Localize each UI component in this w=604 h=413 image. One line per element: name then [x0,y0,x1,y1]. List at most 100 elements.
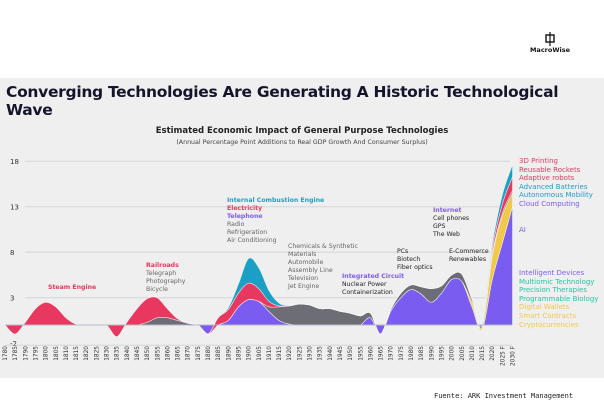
x-tick-label: 1870 [186,346,192,361]
x-tick-label: 1965 [379,346,385,361]
annotation-internet: Internet Cell phones GPS The Web [433,207,469,239]
y-tick-label: 18 [10,158,19,166]
x-tick-label: 1960 [368,346,374,361]
annotation-label: Telephone [227,213,263,220]
x-tick-label: 2025 F [500,346,506,366]
chart-title: Estimated Economic Impact of General Pur… [155,126,449,136]
x-tick-label: 1825 [94,346,100,361]
annotation-label: Railroads [146,262,179,269]
x-tick-label: 1995 [439,346,445,361]
legend-top: 3D Printing Reusable Rockets Adaptive robo… [519,157,593,209]
annotation-label: Assembly Line [288,267,333,274]
x-tick-label: 1880 [206,346,212,361]
x-tick-label: 1955 [358,346,364,361]
x-tick-label: 2030 F [511,346,517,366]
annotation-ic: Integrated Circuit Nuclear Power Container… [342,273,404,297]
x-tick-label: 1925 [297,346,303,361]
legend-item: Autonomous Mobility [519,191,593,200]
legend-item: 3D Printing [519,157,558,165]
y-tick-label: -2 [10,340,17,348]
x-tick-label: 1845 [135,346,141,361]
legend-item: Advanced Batteries [519,182,588,191]
annotation-pcs: PCs Biotech Fiber optics [397,248,433,272]
annotation-label: Refrigeration [227,229,268,236]
annotation-label: Biotech [397,256,421,263]
x-tick-label: 1835 [115,346,121,361]
annotation-label: Internal Combustion Engine [227,197,325,204]
legend-item: Multiomic Technology [519,277,595,286]
annotation-label: GPS [433,223,446,230]
legend-item: AI [519,226,526,234]
annotation-label: Renewables [449,256,487,263]
x-tick-label: 1930 [308,346,314,361]
x-tick-label: 1850 [145,346,151,361]
x-tick-label: 1920 [287,346,293,361]
annotation-ice: Internal Combustion Engine Electricity Tel… [227,197,324,245]
legend-item: Cloud Computing [519,199,580,208]
source-footer: Fuente: ARK Investment Management [434,392,574,400]
x-tick-label: 1840 [125,346,131,361]
annotation-railroads: Railroads Telegraph Photography Bicycle [146,262,185,294]
page-title: Converging Technologies Are Generating A… [6,83,559,119]
annotation-label: Nuclear Power [342,281,387,288]
annotation-label: Television [288,275,319,282]
x-tick-label: 1975 [399,346,405,361]
x-tick-label: 1860 [165,346,171,361]
annotation-label: Telegraph [146,270,177,277]
annotation-label: Cell phones [433,215,470,222]
x-tick-label: 1945 [338,346,344,361]
x-tick-label: 1985 [419,346,425,361]
legend-item: Smart Contracts [519,311,577,320]
legend-item: Digital Wallets [519,303,570,312]
x-tick-label: 1970 [389,346,395,361]
x-tick-label: 1905 [257,346,263,361]
annotation-label: Internet [433,207,462,214]
x-tick-label: 1795 [33,346,39,361]
chart-subtitle: (Annual Percentage Point Additions to Re… [176,139,428,146]
y-tick-label: 13 [10,204,19,212]
legend-item: Intelligent Devices [519,269,585,277]
x-tick-label: 1990 [429,346,435,361]
legend-ai: AI [519,226,526,235]
annotation-label: Materials [288,251,317,258]
annotation-label: Fiber optics [397,264,433,271]
x-tick-label: 1895 [236,346,242,361]
candlestick-icon [545,32,555,46]
x-tick-label: 1785 [13,346,19,361]
x-tick-label: 1940 [328,346,334,361]
x-tick-label: 1980 [409,346,415,361]
legend-item: Reusable Rockets [519,165,581,174]
legend-item: Precision Therapies [519,286,587,295]
x-tick-label: 1875 [196,346,202,361]
x-tick-label: 1800 [44,346,50,361]
x-tick-label: 1935 [318,346,324,361]
annotation-label: Chemicals & Synthetic [288,243,358,250]
annotation-steam: Steam Engine [48,284,96,292]
annotation-label: E-Commerce [449,248,489,255]
x-tick-label: 2000 [450,346,456,361]
legend-item: Adaptive robots [519,174,575,183]
y-tick-label: 3 [10,295,14,303]
x-tick-label: 2020 [490,346,496,361]
x-tick-label: 1890 [226,346,232,361]
x-tick-label: 1805 [54,346,60,361]
logo-text: MacroWise [529,46,571,54]
annotation-label: Automobile [288,259,324,266]
annotation-label: PCs [397,248,409,255]
legend-bottom: Intelligent Devices Multiomic Technology P… [519,269,598,329]
x-tick-label: 2005 [460,346,466,361]
annotation-label: Photography [146,278,186,285]
annotation-label: Electricity [227,205,263,212]
x-tick-label: 1950 [348,346,354,361]
area-series-teal [4,164,513,338]
x-tick-label: 1820 [84,346,90,361]
x-tick-label: 1915 [277,346,283,361]
annotation-chemicals: Chemicals & Synthetic Materials Automobile… [288,243,358,291]
annotation-label: Bicycle [146,286,168,293]
x-tick-label: 1865 [176,346,182,361]
x-tick-label: 1885 [216,346,222,361]
annotation-label: Jet Engine [288,283,320,290]
legend-item: Cryptocurrencies [519,320,579,329]
x-tick-label: 1780 [3,346,9,361]
